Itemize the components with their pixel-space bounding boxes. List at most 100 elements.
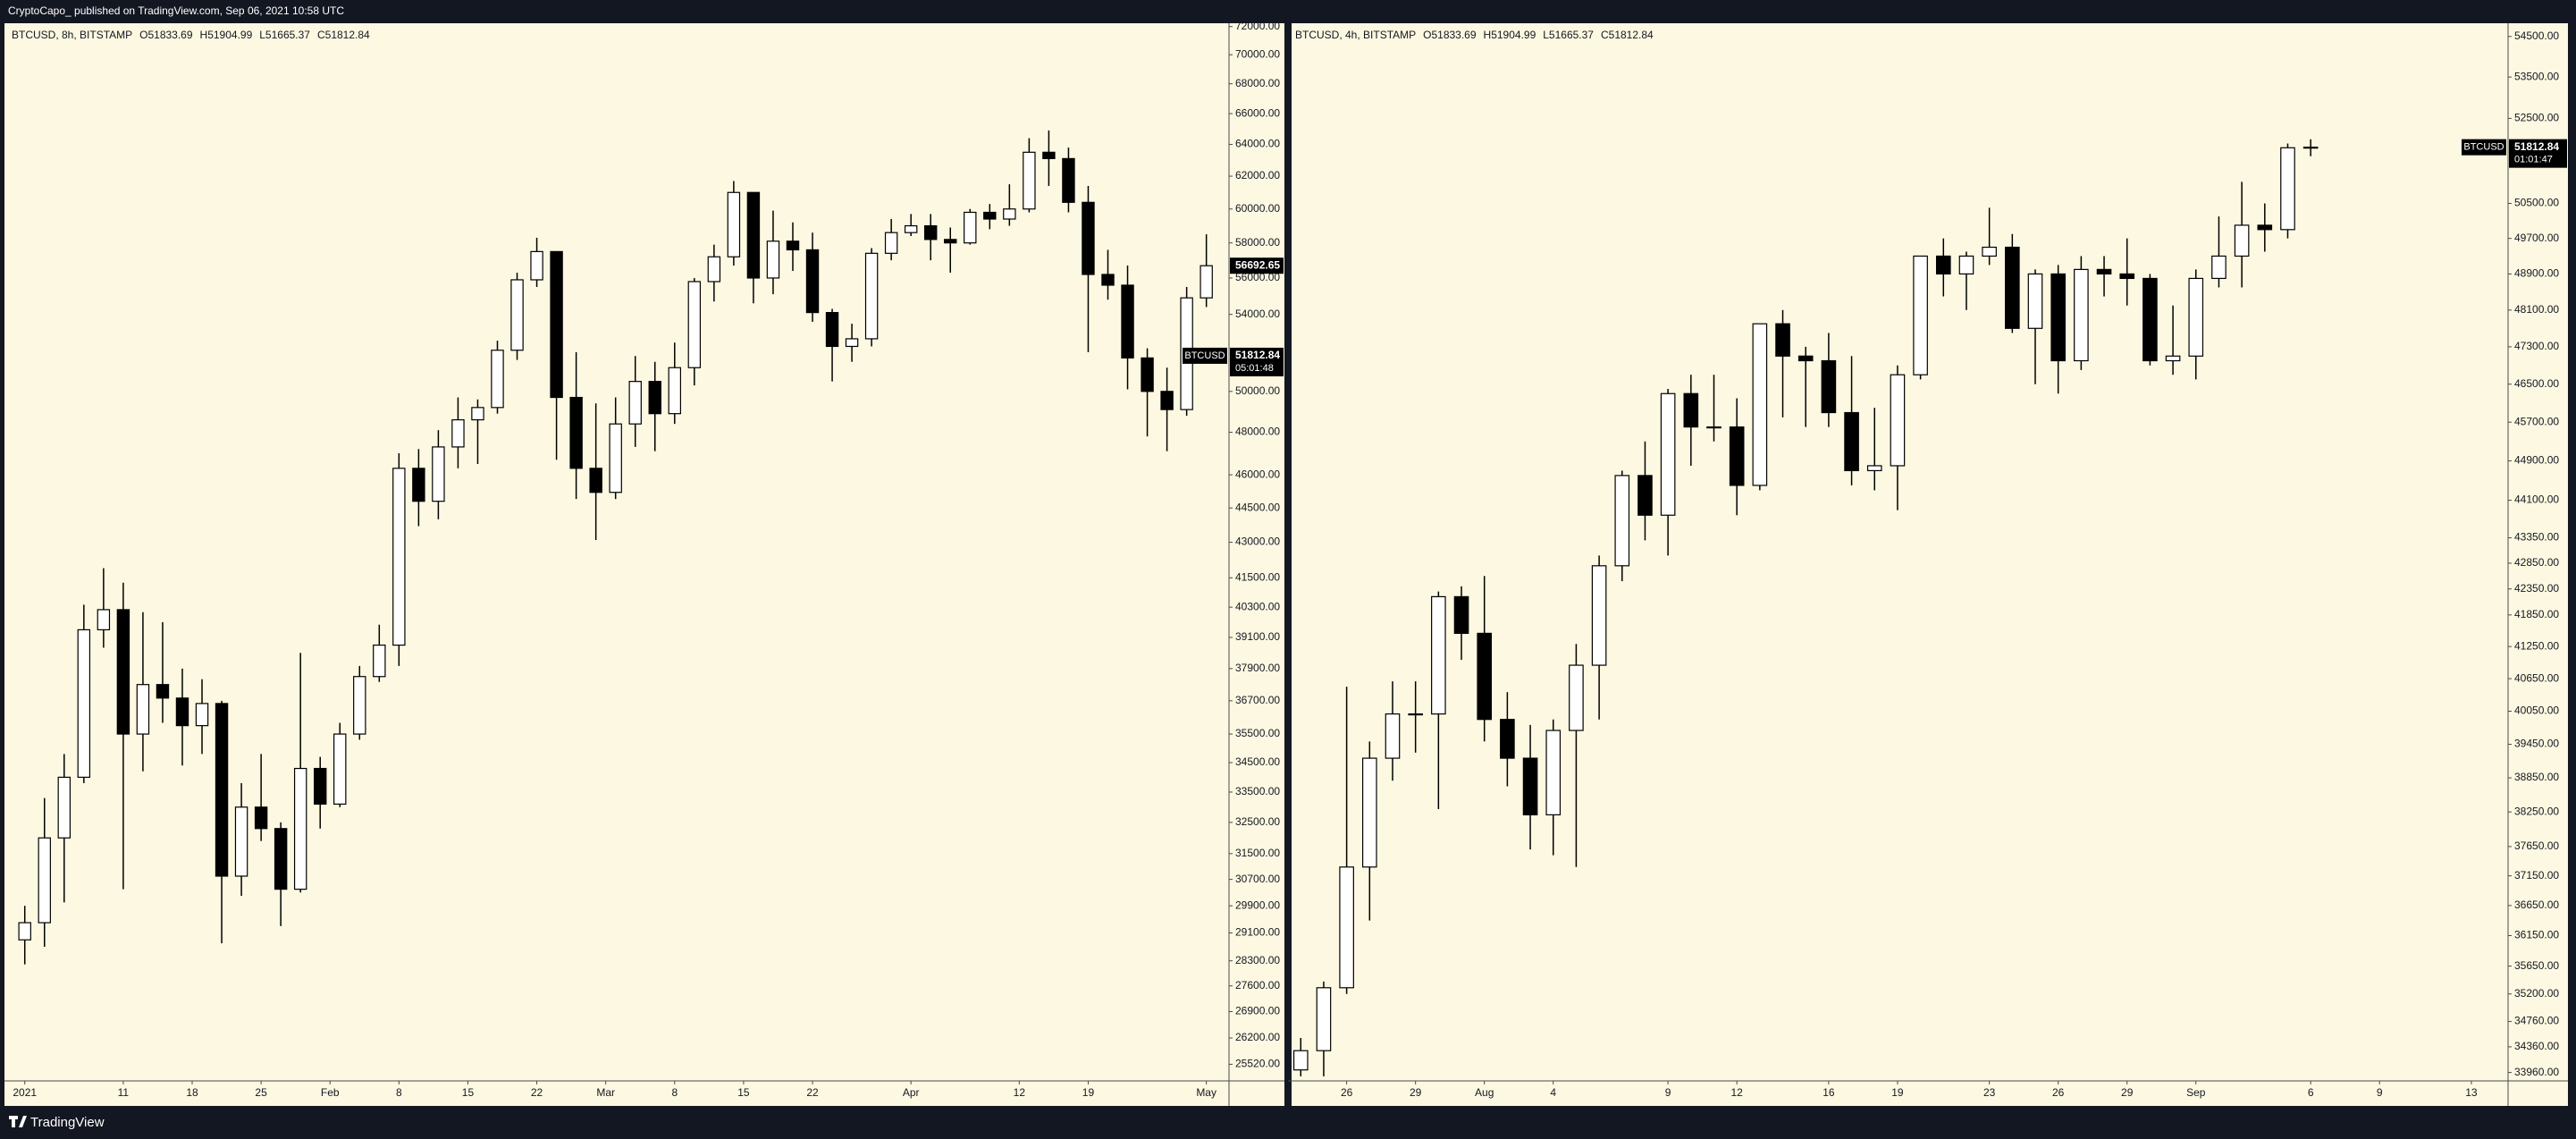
candle-body <box>707 256 721 283</box>
y-tick-label: 53500.00 <box>2514 70 2559 82</box>
candle-body <box>609 423 622 494</box>
candle-body <box>491 350 504 409</box>
legend-item: L51665.37 <box>259 29 310 41</box>
candle-body <box>1200 265 1213 299</box>
x-tick-label: 22 <box>531 1086 543 1099</box>
x-tick-label: 9 <box>1665 1086 1671 1099</box>
y-tick-label: 40650.00 <box>2514 671 2559 684</box>
y-tick-label: 46000.00 <box>1235 468 1280 480</box>
candle-body <box>1935 255 1951 275</box>
legend-item: L51665.37 <box>1543 29 1594 41</box>
y-tick-label: 70000.00 <box>1235 47 1280 60</box>
candle-body <box>550 250 563 399</box>
y-tick-label: 60000.00 <box>1235 202 1280 215</box>
candle-body <box>1729 426 1745 486</box>
price-label-value: 51812.84 <box>1235 349 1280 361</box>
y-tick-label: 41250.00 <box>2514 639 2559 652</box>
x-tick-label: 9 <box>2377 1086 2383 1099</box>
y-tick-label: 37900.00 <box>1235 662 1280 674</box>
candle-body <box>1431 595 1446 715</box>
y-tick-label: 38850.00 <box>2514 771 2559 783</box>
candle-body <box>904 224 918 233</box>
x-tick-label: Mar <box>596 1086 615 1099</box>
x-tick-label: 26 <box>2052 1086 2065 1099</box>
legend-item: BTCUSD, 4h, BITSTAMP <box>1295 29 1416 41</box>
candle-body <box>2280 147 2295 231</box>
y-tick-label: 30700.00 <box>1235 873 1280 885</box>
y-tick-label: 54000.00 <box>1235 308 1280 320</box>
y-tick-label: 36700.00 <box>1235 694 1280 706</box>
candle-body <box>1522 757 1538 815</box>
candle-body <box>1706 426 1722 429</box>
y-tick-label: 66000.00 <box>1235 106 1280 119</box>
y-tick-label: 34500.00 <box>1235 755 1280 768</box>
right-panel <box>1292 23 2568 1106</box>
x-tick-label: 2021 <box>13 1086 37 1099</box>
x-tick-label: 19 <box>1082 1086 1095 1099</box>
candle-body <box>1339 866 1354 989</box>
y-tick-label: 34760.00 <box>2514 1015 2559 1027</box>
y-tick-label: 39450.00 <box>2514 738 2559 750</box>
y-tick-label: 32500.00 <box>1235 815 1280 828</box>
legend-item: BTCUSD, 8h, BITSTAMP <box>12 29 132 41</box>
y-tick-label: 50500.00 <box>2514 197 2559 209</box>
candle-body <box>1890 374 1906 467</box>
candle-body <box>156 684 170 699</box>
candle-body <box>1101 274 1115 286</box>
y-tick-label: 40300.00 <box>1235 600 1280 612</box>
y-tick-label: 56000.00 <box>1235 271 1280 283</box>
candle-body <box>412 468 425 502</box>
y-tick-label: 31500.00 <box>1235 847 1280 859</box>
candle-body <box>1453 595 1469 634</box>
candle-body <box>510 279 524 351</box>
candle-body <box>1637 475 1653 516</box>
candle-body <box>1569 664 1584 731</box>
candle-body <box>2211 255 2227 280</box>
y-tick-label: 54500.00 <box>2514 30 2559 42</box>
y-tick-label: 41500.00 <box>1235 570 1280 583</box>
candle-body <box>1316 987 1332 1051</box>
candle-body <box>1003 208 1016 220</box>
y-tick-label: 40050.00 <box>2514 704 2559 717</box>
y-tick-label: 33960.00 <box>2514 1066 2559 1078</box>
y-tick-label: 44500.00 <box>1235 501 1280 513</box>
candle-body <box>864 252 879 340</box>
candle-body <box>983 211 997 220</box>
candle-body <box>845 338 859 348</box>
y-tick-label: 58000.00 <box>1235 236 1280 249</box>
candle-body <box>530 250 543 281</box>
candle-body <box>1797 355 1814 362</box>
x-tick-label: 18 <box>186 1086 198 1099</box>
candle-body <box>1844 411 1859 472</box>
candle-body <box>569 396 583 469</box>
candle-body <box>1042 151 1056 159</box>
x-tick-label: 15 <box>737 1086 750 1099</box>
candle-body <box>1385 713 1401 759</box>
y-tick-label: 27600.00 <box>1235 979 1280 991</box>
x-tick-label: Aug <box>1475 1086 1494 1099</box>
x-tick-label: 22 <box>806 1086 819 1099</box>
y-tick-label: 29900.00 <box>1235 899 1280 911</box>
candle-body <box>77 629 91 778</box>
candle-body <box>924 224 938 240</box>
x-tick-label: 13 <box>2465 1086 2478 1099</box>
x-tick-label: 8 <box>671 1086 678 1099</box>
price-label-box <box>1230 347 1284 376</box>
y-tick-label: 26200.00 <box>1235 1031 1280 1043</box>
candle-body <box>944 239 957 244</box>
last-value-label: 56692.65 <box>1235 258 1280 271</box>
candle-body <box>2234 224 2250 257</box>
y-tick-label: 41850.00 <box>2514 608 2559 620</box>
x-tick-label: 4 <box>1550 1086 1556 1099</box>
candle-body <box>766 240 780 279</box>
candle-body <box>353 676 366 735</box>
candle-body <box>1752 323 1768 486</box>
y-tick-label: 37150.00 <box>2514 869 2559 882</box>
y-tick-label: 48000.00 <box>1235 426 1280 438</box>
y-tick-label: 47300.00 <box>2514 340 2559 352</box>
y-tick-label: 72000.00 <box>1235 20 1280 32</box>
candle-body <box>1121 284 1134 359</box>
legend-item: H51904.99 <box>1484 29 1536 41</box>
x-tick-label: 29 <box>2121 1086 2134 1099</box>
